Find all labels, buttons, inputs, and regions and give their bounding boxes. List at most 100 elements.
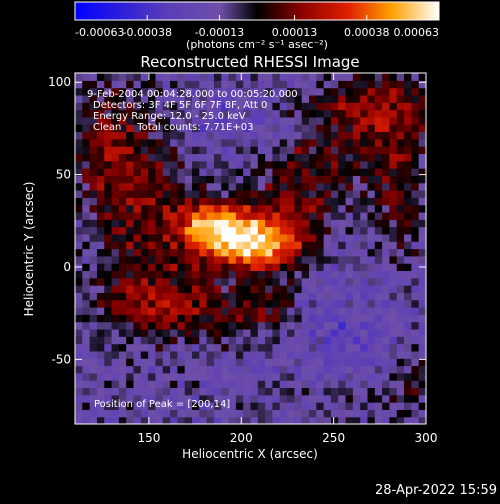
heatmap-cell — [257, 277, 266, 286]
heatmap-cell — [228, 80, 237, 89]
heatmap-cell — [396, 321, 405, 330]
heatmap-cell — [382, 124, 391, 133]
heatmap-cell — [374, 131, 383, 140]
heatmap-cell — [374, 80, 383, 89]
heatmap-cell — [265, 131, 274, 140]
heatmap-cell — [133, 73, 142, 81]
heatmap-cell — [192, 285, 200, 293]
heatmap-cell — [418, 197, 426, 206]
heatmap-cell — [96, 241, 105, 250]
heatmap-cell — [360, 87, 369, 96]
heatmap-cell — [243, 204, 252, 213]
heatmap-cell — [374, 314, 383, 323]
heatmap-cell — [316, 372, 325, 381]
heatmap-cell — [96, 328, 105, 337]
heatmap-cell — [265, 299, 274, 308]
heatmap-cell — [155, 343, 164, 352]
heatmap-cell — [140, 190, 149, 198]
heatmap-cell — [133, 168, 142, 176]
heatmap-cell — [265, 94, 274, 103]
heatmap-cell — [133, 292, 142, 301]
heatmap-cell — [155, 350, 164, 359]
heatmap-cell — [170, 299, 178, 308]
heatmap-cell — [126, 197, 135, 206]
heatmap-cell — [309, 233, 317, 242]
heatmap-cell — [228, 233, 237, 242]
heatmap-cell — [133, 241, 142, 250]
heatmap-cell — [287, 226, 295, 235]
heatmap-cell — [140, 116, 149, 125]
heatmap-cell — [374, 116, 383, 125]
heatmap-cell — [287, 116, 295, 125]
heatmap-cell — [155, 372, 164, 381]
heatmap-cell — [126, 153, 135, 162]
heatmap-cell — [192, 321, 200, 330]
heatmap-cell — [111, 350, 120, 359]
heatmap-cell — [272, 87, 281, 96]
heatmap-cell — [404, 350, 412, 359]
heatmap-cell — [133, 270, 142, 279]
heatmap-cell — [82, 248, 91, 257]
heatmap-cell — [111, 102, 120, 111]
heatmap-cell — [126, 204, 135, 213]
heatmap-cell — [111, 116, 120, 125]
heatmap-cell — [111, 358, 120, 367]
heatmap-cell — [221, 153, 230, 162]
heatmap-cell — [213, 80, 222, 89]
heatmap-cell — [418, 270, 426, 279]
heatmap-cell — [338, 336, 347, 345]
heatmap-cell — [140, 109, 149, 118]
heatmap-cell — [330, 416, 339, 424]
heatmap-cell — [257, 321, 266, 330]
heatmap-cell — [279, 153, 288, 162]
heatmap-cell — [404, 380, 412, 389]
heatmap-cell — [155, 241, 164, 250]
y-tick-label: 100 — [48, 75, 71, 89]
heatmap-cell — [192, 387, 200, 396]
heatmap-cell — [265, 307, 274, 315]
heatmap-cell — [294, 387, 303, 396]
heatmap-cell — [404, 394, 412, 403]
heatmap-cell — [345, 314, 354, 323]
heatmap-cell — [111, 153, 120, 162]
heatmap-cell — [235, 190, 244, 198]
heatmap-cell — [155, 387, 164, 396]
heatmap-cell — [89, 350, 98, 359]
heatmap-cell — [360, 380, 369, 389]
heatmap-cell — [250, 211, 259, 220]
heatmap-cell — [177, 94, 186, 103]
heatmap-cell — [411, 168, 420, 176]
heatmap-cell — [287, 263, 295, 272]
heatmap-cell — [272, 270, 281, 279]
heatmap-cell — [250, 116, 259, 125]
heatmap-cell — [96, 416, 105, 424]
heatmap-cell — [389, 409, 398, 418]
heatmap-cell — [396, 197, 405, 206]
heatmap-cell — [192, 109, 200, 118]
heatmap-cell — [257, 328, 266, 337]
heatmap-cell — [301, 211, 310, 220]
heatmap-cell — [177, 263, 186, 272]
heatmap-cell — [360, 387, 369, 396]
heatmap-cell — [235, 241, 244, 250]
heatmap-cell — [345, 204, 354, 213]
heatmap-cell — [89, 387, 98, 396]
heatmap-cell — [111, 219, 120, 228]
heatmap-cell — [411, 255, 420, 264]
heatmap-cell — [294, 94, 303, 103]
heatmap-cell — [213, 372, 222, 381]
heatmap-cell — [287, 336, 295, 345]
heatmap-cell — [367, 409, 376, 418]
heatmap-cell — [382, 336, 391, 345]
heatmap-cell — [96, 138, 105, 147]
heatmap-cell — [177, 365, 186, 374]
heatmap-cell — [301, 168, 310, 176]
heatmap-cell — [418, 226, 426, 235]
heatmap-cell — [279, 109, 288, 118]
heatmap-cell — [75, 94, 83, 103]
heatmap-cell — [287, 73, 295, 81]
heatmap-cell — [89, 233, 98, 242]
heatmap-cell — [177, 124, 186, 133]
heatmap-cell — [96, 190, 105, 198]
heatmap-cell — [301, 102, 310, 111]
